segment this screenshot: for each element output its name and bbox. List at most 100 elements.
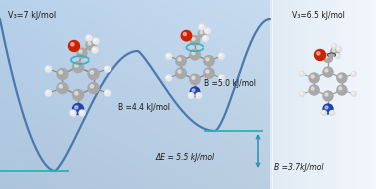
Circle shape [59,71,62,74]
Circle shape [92,47,98,53]
Circle shape [86,40,96,50]
Circle shape [323,67,333,77]
Circle shape [79,50,82,53]
Circle shape [183,33,186,36]
Circle shape [323,91,333,101]
Circle shape [311,87,314,90]
Circle shape [73,61,83,73]
Circle shape [204,56,214,66]
Circle shape [301,73,302,74]
Circle shape [351,91,356,97]
Circle shape [335,53,341,59]
Circle shape [167,54,169,56]
Circle shape [218,75,224,81]
Circle shape [188,93,194,98]
Circle shape [311,75,314,78]
Circle shape [323,112,324,113]
Circle shape [323,104,333,114]
Circle shape [200,31,203,34]
Circle shape [75,64,78,67]
Circle shape [88,42,91,45]
Circle shape [199,24,205,30]
Circle shape [220,76,221,78]
Circle shape [90,71,94,74]
Circle shape [192,89,195,92]
Circle shape [176,56,186,66]
Circle shape [75,106,78,109]
Circle shape [337,85,347,95]
Circle shape [351,71,356,77]
Circle shape [166,53,171,59]
Circle shape [206,29,207,31]
Circle shape [75,92,78,95]
Circle shape [331,112,332,113]
Circle shape [106,67,108,69]
Circle shape [181,30,192,41]
Circle shape [71,111,73,113]
Circle shape [192,38,195,40]
Circle shape [47,67,49,69]
Circle shape [352,73,354,74]
Circle shape [206,58,209,61]
Circle shape [196,93,202,98]
Text: V₃=7 kJ/mol: V₃=7 kJ/mol [8,11,56,20]
Circle shape [325,55,328,58]
Circle shape [220,54,221,56]
Circle shape [309,85,319,95]
Circle shape [204,37,205,39]
Circle shape [332,44,334,46]
Circle shape [192,76,195,79]
Text: ΔE = 5.5 kJ/mol: ΔE = 5.5 kJ/mol [155,153,214,161]
Circle shape [93,38,99,44]
Circle shape [90,85,94,88]
Circle shape [47,91,49,93]
Circle shape [166,75,171,81]
Circle shape [190,36,200,45]
Circle shape [86,35,92,41]
Circle shape [105,90,111,96]
Circle shape [325,93,328,96]
Circle shape [190,94,191,95]
Circle shape [203,36,208,41]
Circle shape [339,87,342,90]
Circle shape [88,83,99,94]
Circle shape [206,70,209,73]
Circle shape [192,52,195,55]
Circle shape [106,91,108,93]
Circle shape [329,111,335,115]
Circle shape [178,70,181,73]
Circle shape [301,92,302,94]
Text: B =5.0 kJ/mol: B =5.0 kJ/mol [204,80,256,88]
Circle shape [300,91,305,97]
Circle shape [70,110,76,116]
Circle shape [338,47,339,49]
Circle shape [325,106,328,109]
Circle shape [300,71,305,77]
Circle shape [339,75,342,78]
Text: B =3.7kJ/mol: B =3.7kJ/mol [274,163,323,171]
Circle shape [93,48,95,50]
Circle shape [205,28,210,34]
Circle shape [337,46,341,51]
Circle shape [332,43,337,49]
Circle shape [321,111,326,115]
Text: B =4.4 kJ/mol: B =4.4 kJ/mol [118,102,170,112]
Circle shape [190,50,200,60]
Circle shape [323,53,332,63]
Circle shape [197,94,199,95]
Circle shape [352,92,354,94]
Circle shape [331,47,340,57]
Circle shape [87,36,89,38]
Circle shape [71,43,74,46]
Circle shape [337,73,347,83]
Circle shape [73,104,83,115]
Circle shape [57,83,68,94]
Circle shape [105,66,111,72]
Circle shape [309,73,319,83]
Circle shape [57,68,68,80]
Text: V₃=6.5 kJ/mol: V₃=6.5 kJ/mol [292,11,345,20]
Circle shape [317,52,320,55]
Circle shape [59,85,62,88]
Circle shape [198,29,207,38]
Circle shape [190,74,200,84]
